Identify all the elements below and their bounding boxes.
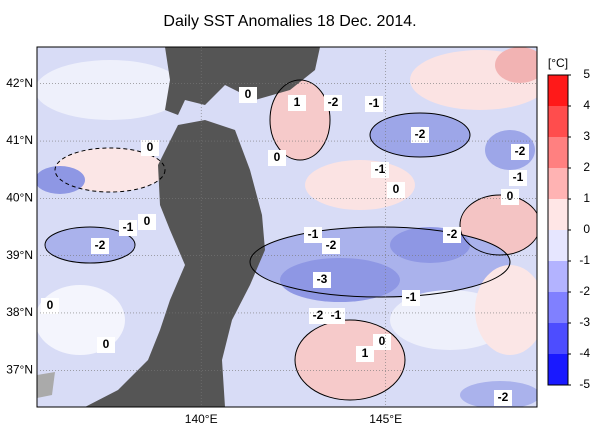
title: Daily SST Anomalies 18 Dec. 2014. — [163, 13, 416, 30]
contour-label: 1 — [362, 346, 369, 360]
lat-label: 41°N — [6, 133, 33, 147]
contour-label-bg — [141, 140, 159, 156]
colorbar-segment — [548, 261, 568, 292]
contour-label-bg — [327, 308, 345, 324]
colorbar-segment — [548, 323, 568, 354]
colorbar-segment — [548, 230, 568, 261]
contour-label: 1 — [294, 95, 301, 109]
labels: 01 -2 -1-2-2-100-10 0-1 0-2-1-2-2-3-10-2 -10 0… — [41, 87, 529, 406]
colorbar-segment — [548, 292, 568, 323]
lon-label: 140°E — [185, 412, 218, 426]
lat-label: 40°N — [6, 191, 33, 205]
contour-label: 0 — [144, 214, 151, 228]
contour-label-bg — [288, 95, 306, 111]
contour-label: 0 — [274, 150, 281, 164]
contour-label-bg — [91, 238, 109, 254]
contour-label: 0 — [379, 334, 386, 348]
colorbar-tick-label: 4 — [583, 98, 590, 112]
contour-label: 0 — [507, 189, 514, 203]
contour-label: -2 — [515, 144, 526, 158]
lat-label: 42°N — [6, 76, 33, 90]
contour-label-bg — [373, 334, 391, 350]
contour-label: -2 — [326, 238, 337, 252]
contour-label-bg — [268, 150, 286, 166]
contour-label-bg — [365, 96, 383, 112]
contour-label-bg — [402, 290, 420, 306]
contour-label: -1 — [406, 290, 417, 304]
contour-label: -1 — [123, 220, 134, 234]
colorbar-segment — [548, 199, 568, 230]
contour-label-bg — [356, 346, 374, 362]
contour-label-bg — [313, 272, 331, 288]
contour-label: -2 — [415, 127, 426, 141]
colorbar-tick-label: 2 — [583, 160, 590, 174]
colorbar-tick-label: 5 — [583, 67, 590, 81]
contour-label: -1 — [375, 162, 386, 176]
contour-label: -1 — [513, 170, 524, 184]
colorbar-segment — [548, 75, 568, 106]
contour-label: -2 — [95, 238, 106, 252]
map-field — [37, 47, 537, 407]
contour-label: -2 — [313, 308, 324, 322]
contour-label: 0 — [47, 298, 54, 312]
lat-label: 37°N — [6, 362, 33, 376]
contour-label: 0 — [245, 87, 252, 101]
colorbar-tick-label: -2 — [579, 284, 590, 298]
contour-label-bg — [511, 144, 529, 160]
contour-label: -1 — [308, 227, 319, 241]
contour-label-bg — [411, 127, 429, 143]
contour-label-bg — [494, 390, 512, 406]
colorbar-segment — [548, 106, 568, 137]
contour-label-bg — [309, 308, 327, 324]
colorbar-segment — [548, 354, 568, 385]
lon-label: 145°E — [369, 412, 402, 426]
contour-label-bg — [387, 182, 405, 198]
contour-label-bg — [138, 214, 156, 230]
contour-label: -2 — [447, 227, 458, 241]
colorbar-tick-label: 1 — [583, 191, 590, 205]
colorbar-segment — [548, 168, 568, 199]
colorbar-tick-label: 0 — [583, 222, 590, 236]
colorbar-tick-label: -3 — [579, 315, 590, 329]
contour-label: -2 — [328, 95, 339, 109]
colorbar-segment — [548, 137, 568, 168]
contour-label-bg — [322, 238, 340, 254]
colorbar-tick-label: -4 — [579, 346, 590, 360]
contour-label-bg — [41, 298, 59, 314]
lat-label: 39°N — [6, 248, 33, 262]
contour-label-bg — [304, 227, 322, 243]
contour-label: -3 — [317, 272, 328, 286]
contour-label-bg — [324, 95, 342, 111]
contour-label-bg — [501, 189, 519, 205]
colorbar-tick-label: -5 — [579, 377, 590, 391]
contour-label-bg — [509, 170, 527, 186]
contour-label: 0 — [147, 140, 154, 154]
map-frame — [36, 46, 538, 408]
contour-label-bg — [371, 162, 389, 178]
contour-label-bg — [119, 220, 137, 236]
contour-label-bg — [239, 87, 257, 103]
contour-label: 0 — [393, 182, 400, 196]
contour-label-bg — [443, 227, 461, 243]
contour-label-bg — [97, 337, 115, 353]
contour-label: -1 — [369, 96, 380, 110]
lat-label: 38°N — [6, 305, 33, 319]
colorbar-tick-label: -1 — [579, 253, 590, 267]
colorbar-unit: [°C] — [548, 56, 568, 70]
contour-label: -2 — [498, 390, 509, 404]
contour-label: 0 — [103, 337, 110, 351]
colorbar-tick-label: 3 — [583, 129, 590, 143]
contour-label: -1 — [331, 308, 342, 322]
